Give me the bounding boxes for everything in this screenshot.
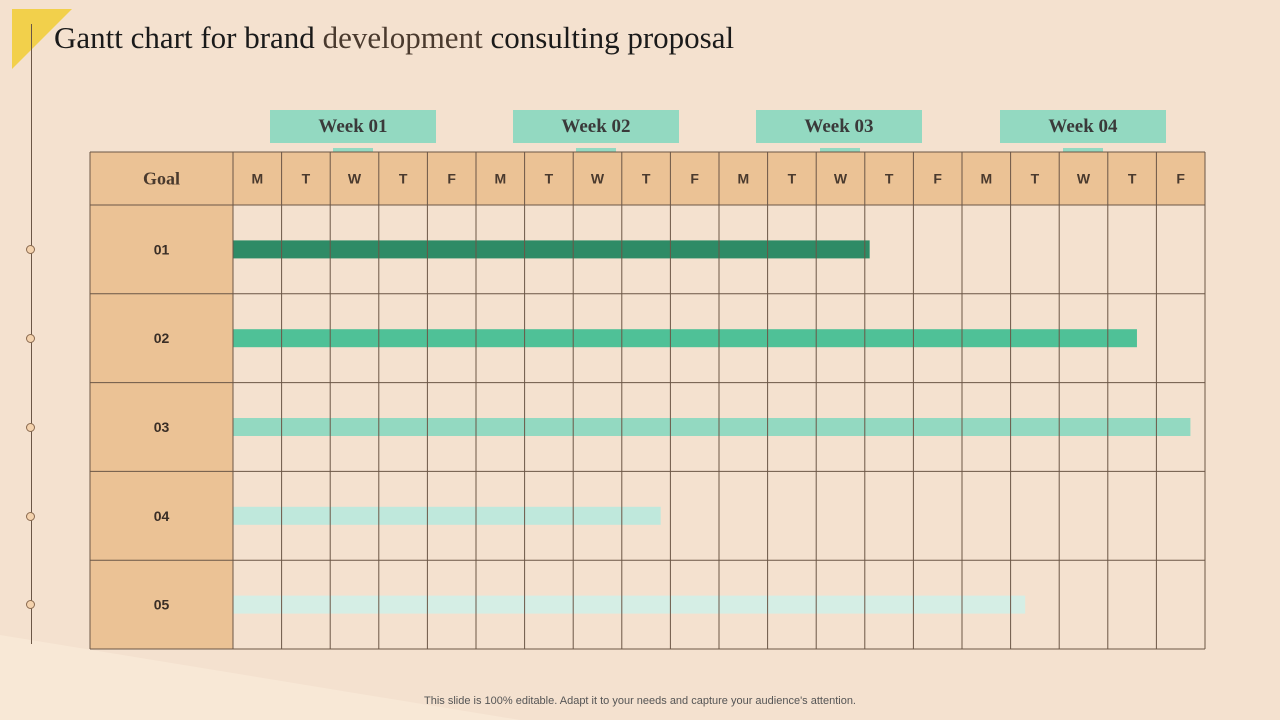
task-bar-04 (233, 506, 661, 525)
day-header-9: T (642, 171, 651, 187)
day-header-10: F (690, 171, 699, 187)
task-bar-05 (233, 595, 1026, 614)
day-header-18: W (1077, 171, 1091, 187)
goal-column-bg (90, 205, 233, 649)
task-bar-03 (233, 418, 1191, 436)
day-header-16: M (980, 171, 992, 187)
timeline-dot (26, 334, 35, 343)
title-part-2: development (322, 20, 483, 55)
day-header-6: M (494, 171, 506, 187)
week-label-3: Week 03 (756, 110, 922, 143)
day-header-3: W (348, 171, 362, 187)
goal-label-01: 01 (154, 241, 170, 257)
day-header-17: T (1031, 171, 1040, 187)
week-connector-tab (576, 148, 616, 154)
title-part-3: consulting proposal (482, 20, 735, 55)
day-header-11: M (737, 171, 749, 187)
week-connector-tab (1063, 148, 1103, 154)
day-header-20: F (1176, 171, 1185, 187)
goal-label-03: 03 (154, 419, 170, 435)
week-label-4: Week 04 (1000, 110, 1166, 143)
day-header-15: F (933, 171, 942, 187)
goal-label-02: 02 (154, 330, 170, 346)
day-header-1: M (251, 171, 263, 187)
timeline-dot (26, 245, 35, 254)
goal-column-header: Goal (143, 169, 180, 189)
timeline-dot (26, 512, 35, 521)
timeline-dot (26, 600, 35, 609)
day-header-14: T (885, 171, 894, 187)
day-header-5: F (447, 171, 456, 187)
footer-note: This slide is 100% editable. Adapt it to… (424, 695, 856, 707)
day-header-7: T (545, 171, 554, 187)
day-header-13: W (834, 171, 848, 187)
bottom-decorative-wedge (0, 635, 520, 720)
corner-accent-triangle (12, 9, 72, 69)
header-row-bg (90, 152, 1205, 205)
day-header-8: W (591, 171, 605, 187)
title-part-1: Gantt chart for brand (54, 20, 323, 55)
week-label-1: Week 01 (270, 110, 436, 143)
week-label-2: Week 02 (513, 110, 679, 143)
timeline-dot (26, 423, 35, 432)
goal-label-04: 04 (154, 508, 170, 524)
goal-label-05: 05 (154, 597, 170, 613)
task-bar-02 (233, 329, 1137, 348)
week-connector-tab (333, 148, 373, 154)
day-header-12: T (788, 171, 797, 187)
page-title: Gantt chart for brand development consul… (54, 20, 734, 56)
task-bar-01 (233, 240, 870, 259)
week-connector-tab (820, 148, 860, 154)
day-header-19: T (1128, 171, 1137, 187)
day-header-4: T (399, 171, 408, 187)
day-header-2: T (302, 171, 311, 187)
